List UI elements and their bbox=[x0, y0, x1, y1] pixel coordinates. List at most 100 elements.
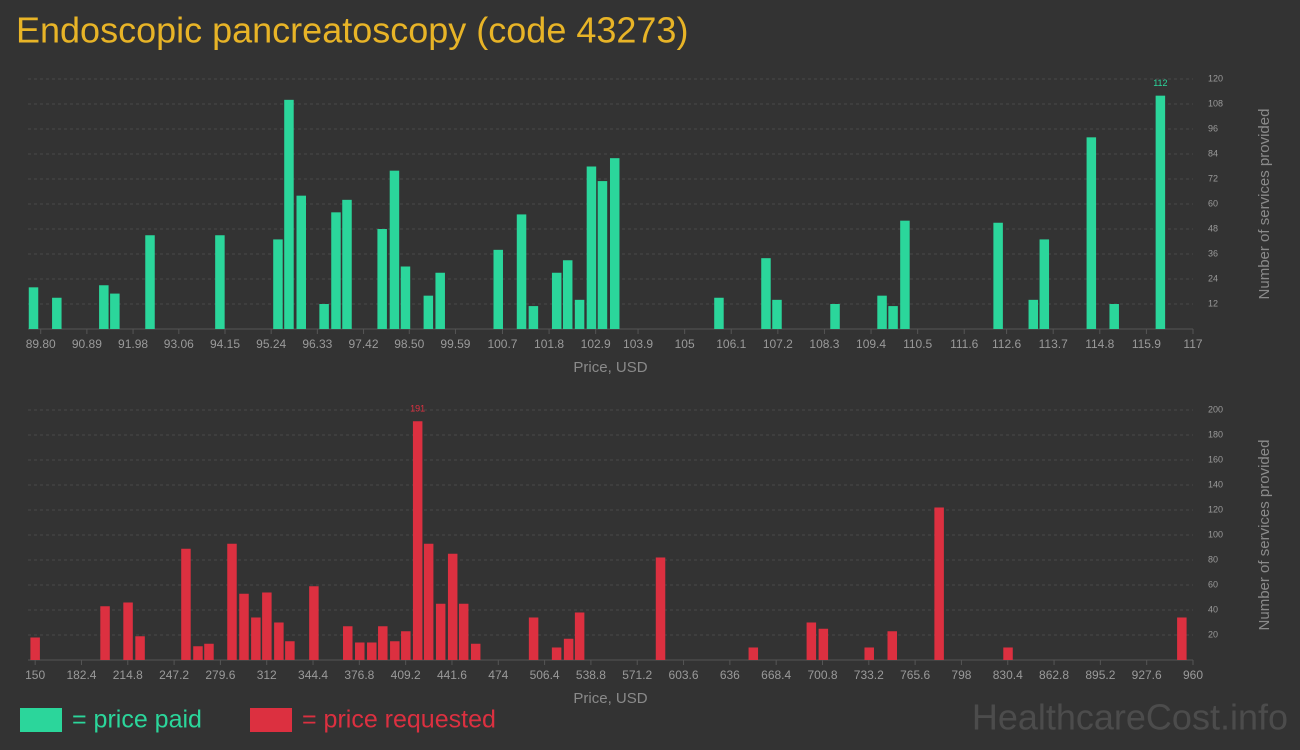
y-tick-label: 84 bbox=[1208, 148, 1218, 158]
bar bbox=[887, 631, 897, 660]
x-tick-label: 798 bbox=[951, 668, 971, 682]
x-tick-label: 830.4 bbox=[993, 668, 1023, 682]
x-tick-label: 100.7 bbox=[487, 337, 517, 351]
y-tick-label: 80 bbox=[1208, 554, 1218, 564]
bar bbox=[1086, 137, 1097, 329]
x-tick-label: 117 bbox=[1183, 337, 1202, 351]
page-title: Endoscopic pancreatoscopy (code 43273) bbox=[16, 10, 688, 51]
bar bbox=[423, 543, 434, 660]
x-tick-label: 102.9 bbox=[581, 337, 611, 351]
y-tick-label: 96 bbox=[1208, 123, 1218, 133]
bar bbox=[1028, 299, 1039, 329]
bar bbox=[343, 626, 353, 660]
x-tick-label: 91.98 bbox=[118, 337, 148, 351]
x-tick-label: 409.2 bbox=[391, 668, 421, 682]
bar bbox=[864, 647, 874, 660]
x-tick-label: 571.2 bbox=[622, 668, 652, 682]
x-tick-label: 895.2 bbox=[1085, 668, 1115, 682]
x-tick-label: 114.8 bbox=[1085, 337, 1114, 351]
x-tick-label: 94.15 bbox=[210, 337, 240, 351]
bar bbox=[655, 557, 666, 660]
y-tick-label: 20 bbox=[1208, 629, 1218, 639]
bar bbox=[401, 631, 411, 660]
bar bbox=[423, 295, 434, 329]
y-tick-label: 36 bbox=[1208, 248, 1218, 258]
bar bbox=[888, 306, 898, 329]
x-tick-label: 106.1 bbox=[716, 337, 746, 351]
bar bbox=[123, 602, 133, 660]
bar bbox=[609, 158, 620, 329]
bar bbox=[227, 543, 237, 660]
bar bbox=[761, 258, 771, 329]
bar bbox=[309, 586, 319, 660]
x-tick-label: 93.06 bbox=[164, 337, 194, 351]
x-tick-label: 96.33 bbox=[302, 337, 332, 351]
x-axis-title: Price, USD bbox=[573, 690, 647, 707]
bar bbox=[390, 641, 400, 660]
y-tick-label: 60 bbox=[1208, 579, 1218, 589]
bar bbox=[818, 628, 829, 660]
y-tick-label: 200 bbox=[1208, 404, 1223, 414]
bar bbox=[400, 266, 411, 329]
bar bbox=[100, 606, 110, 660]
y-axis-title: Number of services provided bbox=[1256, 440, 1273, 631]
x-tick-label: 109.4 bbox=[856, 337, 886, 351]
y-axis-title: Number of services provided bbox=[1256, 109, 1273, 300]
x-tick-label: 108.3 bbox=[809, 337, 839, 351]
y-tick-label: 72 bbox=[1208, 173, 1218, 183]
y-tick-label: 140 bbox=[1208, 479, 1223, 489]
bar bbox=[435, 272, 445, 329]
bar bbox=[877, 295, 887, 329]
x-tick-label: 112.6 bbox=[992, 337, 1021, 351]
bar bbox=[262, 592, 272, 660]
bar bbox=[181, 548, 191, 660]
y-tick-label: 160 bbox=[1208, 454, 1223, 464]
y-tick-label: 60 bbox=[1208, 198, 1218, 208]
x-tick-label: 733.2 bbox=[854, 668, 884, 682]
bar bbox=[586, 166, 597, 329]
bar bbox=[1109, 304, 1119, 329]
x-tick-label: 101.8 bbox=[534, 337, 564, 351]
bar bbox=[551, 272, 562, 329]
y-tick-label: 100 bbox=[1208, 529, 1223, 539]
bar bbox=[516, 214, 527, 329]
bar bbox=[597, 181, 608, 329]
y-tick-label: 40 bbox=[1208, 604, 1218, 614]
x-tick-label: 960 bbox=[1183, 668, 1203, 682]
bar bbox=[296, 195, 306, 329]
x-tick-label: 99.59 bbox=[440, 337, 470, 351]
x-tick-label: 506.4 bbox=[530, 668, 560, 682]
x-tick-label: 603.6 bbox=[669, 668, 699, 682]
bar bbox=[1003, 647, 1013, 660]
x-tick-label: 312 bbox=[257, 668, 277, 682]
bar bbox=[355, 642, 365, 660]
bar bbox=[458, 603, 469, 660]
bar bbox=[99, 285, 109, 329]
x-tick-label: 247.2 bbox=[159, 668, 189, 682]
bar bbox=[319, 304, 329, 329]
bar bbox=[378, 626, 388, 660]
bar bbox=[239, 593, 249, 660]
x-tick-label: 344.4 bbox=[298, 668, 328, 682]
x-tick-label: 103.9 bbox=[623, 337, 653, 351]
x-tick-label: 150 bbox=[25, 668, 45, 682]
bar bbox=[1155, 95, 1166, 330]
bar bbox=[714, 297, 724, 329]
bar bbox=[562, 260, 573, 329]
bar bbox=[993, 222, 1003, 329]
bar bbox=[435, 603, 446, 660]
y-tick-label: 12 bbox=[1208, 298, 1218, 308]
value-label: 191 bbox=[410, 404, 425, 414]
x-tick-label: 113.7 bbox=[1039, 337, 1068, 351]
legend-swatch bbox=[250, 708, 292, 732]
legend-label: = price paid bbox=[72, 706, 202, 734]
x-tick-label: 90.89 bbox=[72, 337, 102, 351]
bar bbox=[563, 638, 574, 660]
bar bbox=[367, 642, 377, 660]
bar bbox=[574, 612, 585, 660]
bar bbox=[574, 299, 585, 329]
x-tick-label: 668.4 bbox=[761, 668, 791, 682]
bar bbox=[52, 297, 62, 329]
bar bbox=[551, 647, 562, 660]
bar bbox=[528, 617, 539, 660]
